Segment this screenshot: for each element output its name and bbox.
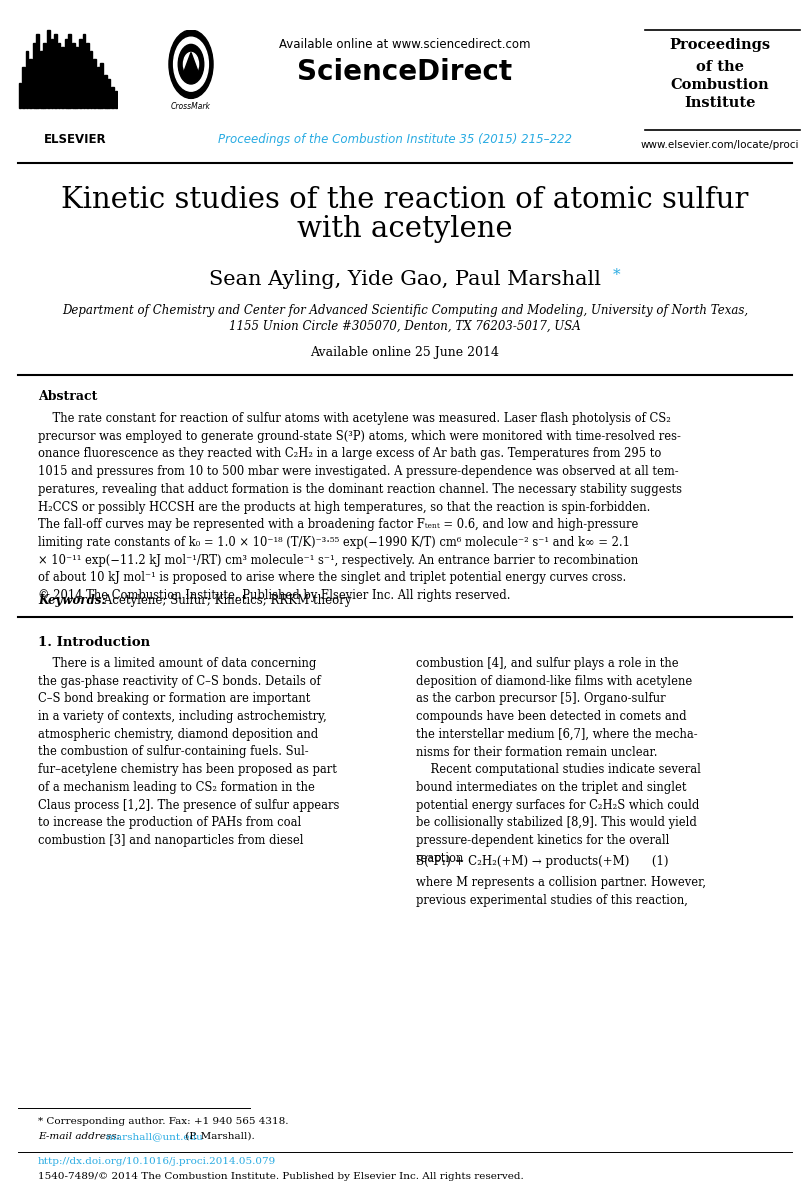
Text: S(³P₁) + C₂H₂(+M) → products(+M)      (1): S(³P₁) + C₂H₂(+M) → products(+M) (1) (416, 854, 668, 868)
Bar (29, 59, 32, 108)
Text: where M represents a collision partner. However,
previous experimental studies o: where M represents a collision partner. … (416, 876, 706, 907)
Bar (68, 35, 71, 108)
Text: 1155 Union Circle #305070, Denton, TX 76203-5017, USA: 1155 Union Circle #305070, Denton, TX 76… (229, 320, 581, 334)
Text: Proceedings of the Combustion Institute 35 (2015) 215–222: Proceedings of the Combustion Institute … (218, 133, 572, 146)
Bar (104, 76, 107, 108)
Bar (72, 42, 75, 108)
Bar (79, 38, 82, 108)
Text: There is a limited amount of data concerning
the gas-phase reactivity of C–S bon: There is a limited amount of data concer… (38, 658, 339, 847)
Bar (32, 42, 36, 108)
Text: ScienceDirect: ScienceDirect (297, 58, 513, 86)
Bar (26, 50, 28, 108)
Text: CrossMark: CrossMark (171, 102, 211, 110)
Bar (111, 88, 113, 108)
Bar (108, 79, 110, 108)
Text: Kinetic studies of the reaction of atomic sulfur: Kinetic studies of the reaction of atomi… (62, 186, 748, 214)
Bar (93, 59, 96, 108)
Text: (P. Marshall).: (P. Marshall). (182, 1132, 255, 1141)
Bar (86, 42, 89, 108)
Bar (44, 42, 46, 108)
Text: Acetylene; Sulfur; Kinetics; RRKM theory: Acetylene; Sulfur; Kinetics; RRKM theory (100, 594, 352, 607)
Text: 1. Introduction: 1. Introduction (38, 636, 150, 649)
Text: ELSEVIER: ELSEVIER (44, 133, 106, 146)
Bar (65, 38, 67, 108)
Bar (75, 47, 79, 108)
Circle shape (173, 37, 208, 91)
Text: marshall@unt.edu: marshall@unt.edu (103, 1132, 202, 1141)
Bar (100, 62, 103, 108)
Text: Sean Ayling, Yide Gao, Paul Marshall: Sean Ayling, Yide Gao, Paul Marshall (209, 270, 601, 289)
Text: * Corresponding author. Fax: +1 940 565 4318.: * Corresponding author. Fax: +1 940 565 … (38, 1117, 288, 1126)
Text: Keywords:: Keywords: (38, 594, 106, 607)
Bar (22, 67, 25, 108)
Circle shape (178, 44, 204, 84)
Bar (54, 35, 57, 108)
Text: combustion [4], and sulfur plays a role in the
deposition of diamond-like films : combustion [4], and sulfur plays a role … (416, 658, 701, 865)
Text: Department of Chemistry and Center for Advanced Scientific Computing and Modelin: Department of Chemistry and Center for A… (62, 304, 748, 317)
Polygon shape (181, 53, 200, 78)
Circle shape (183, 53, 198, 76)
Bar (58, 42, 61, 108)
Text: Institute: Institute (684, 96, 756, 110)
Circle shape (169, 30, 213, 98)
Bar (50, 38, 53, 108)
Text: www.elsevier.com/locate/proci: www.elsevier.com/locate/proci (641, 140, 799, 150)
Text: of the: of the (696, 60, 744, 74)
Text: Combustion: Combustion (671, 78, 770, 92)
Text: Abstract: Abstract (38, 390, 97, 403)
Bar (36, 35, 39, 108)
Bar (83, 35, 85, 108)
Text: Available online at www.sciencedirect.com: Available online at www.sciencedirect.co… (279, 38, 531, 50)
Bar (90, 50, 92, 108)
Text: 1540-7489/© 2014 The Combustion Institute. Published by Elsevier Inc. All rights: 1540-7489/© 2014 The Combustion Institut… (38, 1172, 524, 1181)
Text: Proceedings: Proceedings (669, 38, 770, 52)
Bar (114, 91, 117, 108)
Bar (19, 83, 21, 108)
Text: *: * (613, 268, 620, 282)
Bar (62, 47, 64, 108)
Text: Available online 25 June 2014: Available online 25 June 2014 (310, 346, 500, 359)
Text: The rate constant for reaction of sulfur atoms with acetylene was measured. Lase: The rate constant for reaction of sulfur… (38, 412, 682, 602)
Text: E-mail address:: E-mail address: (38, 1132, 120, 1141)
Text: http://dx.doi.org/10.1016/j.proci.2014.05.079: http://dx.doi.org/10.1016/j.proci.2014.0… (38, 1157, 276, 1166)
Bar (96, 67, 100, 108)
Text: with acetylene: with acetylene (297, 215, 513, 242)
Bar (47, 30, 49, 108)
Bar (40, 50, 43, 108)
